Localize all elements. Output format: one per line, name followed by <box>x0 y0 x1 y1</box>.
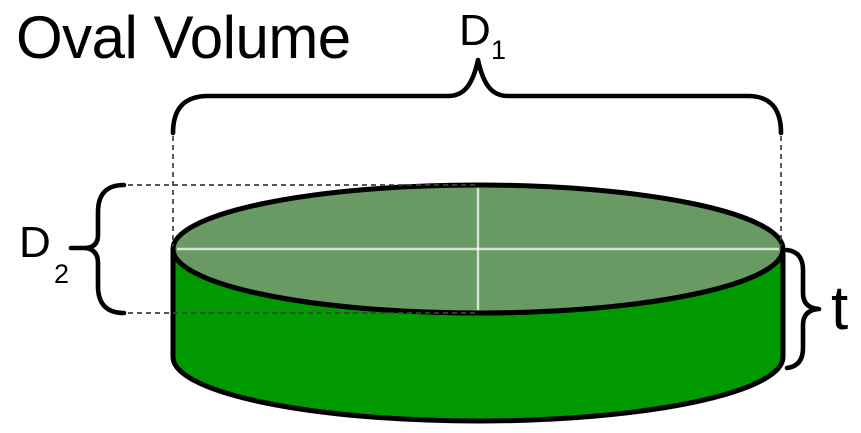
d2-subscript: 2 <box>54 259 69 289</box>
d1-subscript: 1 <box>491 35 506 65</box>
t-brace <box>784 247 822 371</box>
dimension-guides <box>128 136 782 314</box>
d1-label: D <box>459 6 491 55</box>
thickness-label: t <box>831 274 848 343</box>
d1-brace <box>170 57 784 136</box>
cylinder-top-outline <box>170 182 786 316</box>
page-title: Oval Volume <box>16 4 351 71</box>
d2-label: D <box>19 218 51 267</box>
top-face-axes <box>177 188 779 310</box>
